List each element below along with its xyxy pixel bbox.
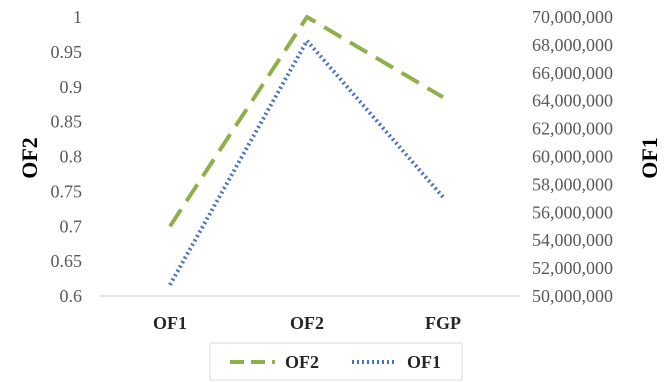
- right-tick-label: 50,000,000: [532, 286, 613, 306]
- category-labels: OF1 OF2 FGP: [153, 313, 461, 333]
- legend: OF2 OF1: [209, 342, 463, 381]
- legend-box: [209, 342, 463, 381]
- left-tick-label: 0.75: [51, 181, 83, 201]
- right-tick-label: 52,000,000: [532, 258, 613, 278]
- right-tick-label: 62,000,000: [532, 119, 613, 139]
- left-axis-title: OF2: [17, 137, 42, 179]
- right-tick-label: 70,000,000: [532, 7, 613, 27]
- left-tick-label: 0.9: [60, 77, 83, 97]
- right-tick-label: 58,000,000: [532, 174, 613, 194]
- left-tick-label: 0.7: [60, 216, 83, 236]
- right-axis-title: OF1: [637, 137, 662, 179]
- right-axis-ticks: 50,000,000 52,000,000 54,000,000 56,000,000…: [532, 7, 613, 306]
- legend-label-of2: OF2: [285, 352, 319, 372]
- category-label: OF2: [290, 313, 324, 333]
- series-line-of2: [168, 15, 445, 228]
- category-label: OF1: [153, 313, 187, 333]
- right-tick-label: 66,000,000: [532, 63, 613, 83]
- right-tick-label: 60,000,000: [532, 147, 613, 167]
- right-tick-label: 68,000,000: [532, 35, 613, 55]
- left-tick-label: 0.6: [60, 286, 83, 306]
- series-lines: [168, 15, 445, 286]
- left-tick-label: 0.95: [51, 42, 83, 62]
- left-axis-ticks: 0.6 0.65 0.7 0.75 0.8 0.85 0.9 0.95 1: [51, 7, 83, 306]
- left-tick-label: 0.65: [51, 251, 83, 271]
- left-tick-label: 0.85: [51, 112, 83, 132]
- left-tick-label: 1: [73, 7, 82, 27]
- right-tick-label: 56,000,000: [532, 202, 613, 222]
- right-tick-label: 64,000,000: [532, 91, 613, 111]
- right-tick-label: 54,000,000: [532, 230, 613, 250]
- left-tick-label: 0.8: [60, 147, 83, 167]
- legend-label-of1: OF1: [407, 352, 441, 372]
- category-label: FGP: [425, 313, 461, 333]
